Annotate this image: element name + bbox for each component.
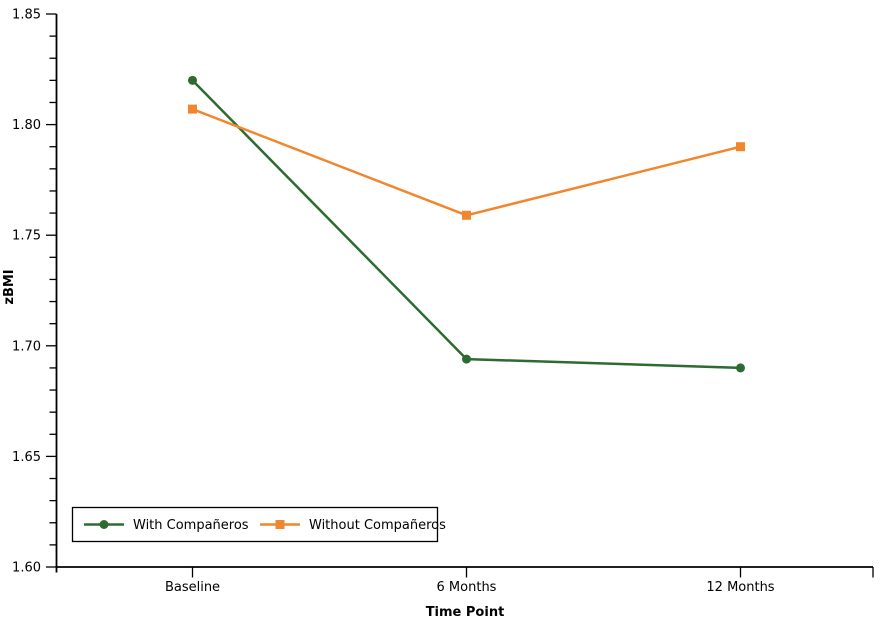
with-companeros-line <box>191 79 741 370</box>
legend-label: Without Compañeros <box>309 518 446 533</box>
with-companeros-marker <box>736 363 745 373</box>
with-companeros-marker <box>462 354 471 364</box>
legend-label: With Compañeros <box>133 518 249 533</box>
legend-square-marker <box>275 520 285 529</box>
y-axis-title: zBMI <box>2 269 17 304</box>
without-companeros-marker <box>188 104 197 114</box>
without-companeros-marker <box>736 142 745 152</box>
legend-box <box>71 506 439 543</box>
y-tick-label: 1.85 <box>12 8 41 23</box>
without-companeros-marker <box>462 210 471 220</box>
x-axis-title: Time Point <box>426 605 505 620</box>
y-tick-label: 1.70 <box>12 339 41 354</box>
y-tick-label: 1.60 <box>12 561 41 576</box>
y-tick-label: 1.75 <box>12 229 41 244</box>
x-tick-label: 6 Months <box>437 580 497 595</box>
legend: With Compañeros Without Compañeros <box>71 506 446 543</box>
legend-circle-marker <box>99 520 109 529</box>
y-tick-label: 1.80 <box>12 118 41 133</box>
y-tick-label: 1.65 <box>12 450 41 465</box>
x-tick-label: 12 Months <box>706 580 774 595</box>
with-companeros-marker <box>188 75 197 85</box>
x-tick-label: Baseline <box>165 580 220 595</box>
